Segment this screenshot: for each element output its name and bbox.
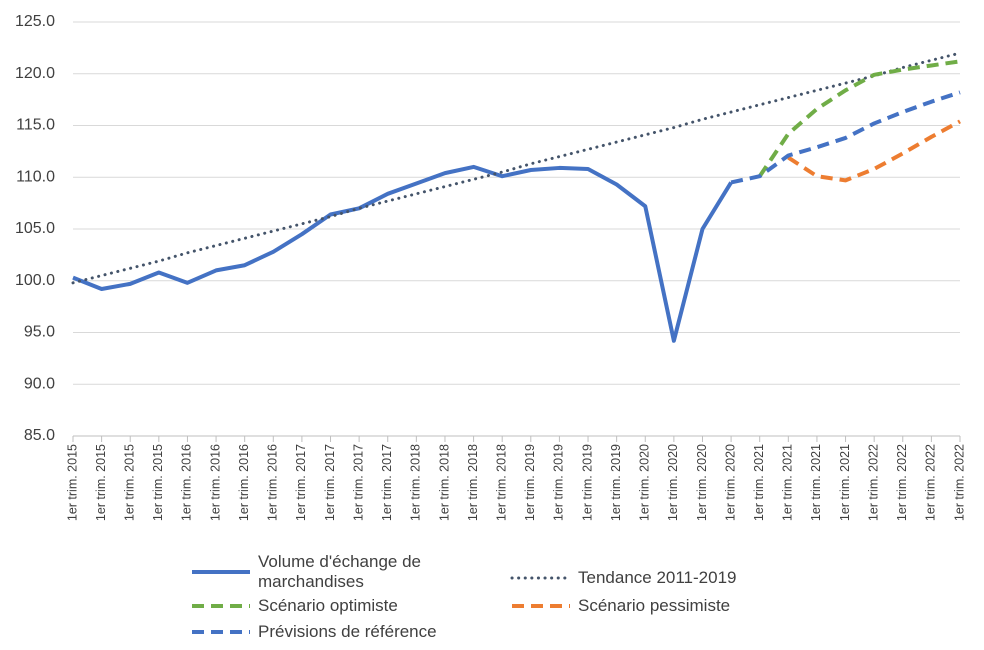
x-tick-label: 1er trim. 2022: [924, 444, 938, 521]
legend-item: Scénario optimiste: [190, 596, 560, 616]
x-tick-label: 1er trim. 2018: [409, 444, 423, 521]
x-tick-label: 1er trim. 2022: [895, 444, 909, 521]
series-line: [787, 119, 961, 183]
x-tick-label: 1er trim. 2021: [752, 444, 766, 521]
legend-label: Scénario optimiste: [258, 596, 398, 615]
x-tick-label: 1er trim. 2017: [323, 444, 337, 521]
x-tick-label: 1er trim. 2020: [666, 444, 680, 521]
series-line: [72, 164, 733, 343]
x-tick-label: 1er trim. 2020: [695, 444, 709, 521]
legend-label: Tendance 2011-2019: [578, 568, 737, 587]
legend-swatch: [192, 604, 250, 608]
x-tick-label: 1er trim. 2019: [609, 444, 623, 521]
series-line: [730, 90, 961, 185]
x-tick-label: 1er trim. 2015: [151, 444, 165, 521]
legend-label: Volume d'échange de marchandises: [258, 552, 421, 591]
x-tick-label: 1er trim. 2016: [266, 444, 280, 521]
series-line: [758, 59, 961, 178]
y-tick-label: 90.0: [24, 375, 55, 392]
y-tick-label: 105.0: [15, 220, 55, 237]
x-tick-label: 1er trim. 2019: [580, 444, 594, 521]
x-tick-label: 1er trim. 2019: [523, 444, 537, 521]
y-tick-label: 115.0: [16, 117, 55, 134]
x-tick-label: 1er trim. 2015: [65, 444, 79, 521]
x-tick-label: 1er trim. 2016: [208, 444, 222, 521]
y-tick-label: 85.0: [24, 427, 55, 444]
legend-swatch: [192, 630, 250, 634]
legend-item: Prévisions de référence: [190, 622, 560, 642]
legend-item: Tendance 2011-2019: [510, 568, 930, 588]
y-tick-label: 100.0: [15, 272, 55, 289]
x-tick-label: 1er trim. 2017: [351, 444, 365, 521]
x-tick-label: 1er trim. 2015: [94, 444, 108, 521]
y-tick-label: 120.0: [15, 65, 55, 82]
x-tick-label: 1er trim. 2022: [866, 444, 880, 521]
legend-swatch: [510, 576, 572, 580]
x-tick-label: 1er trim. 2021: [838, 444, 852, 521]
legend-label: Prévisions de référence: [258, 622, 437, 641]
x-tick-label: 1er trim. 2015: [123, 444, 137, 521]
y-tick-label: 125.0: [15, 13, 55, 30]
x-tick-label: 1er trim. 2016: [180, 444, 194, 521]
legend-swatch: [192, 570, 250, 574]
x-tick-label: 1er trim. 2020: [638, 444, 652, 521]
x-tick-label: 1er trim. 2021: [809, 444, 823, 521]
x-tick-label: 1er trim. 2022: [952, 444, 966, 521]
legend-item: Scénario pessimiste: [510, 596, 930, 616]
series-line: [71, 51, 962, 285]
x-tick-label: 1er trim. 2018: [466, 444, 480, 521]
legend-swatch: [512, 604, 570, 608]
x-tick-label: 1er trim. 2019: [552, 444, 566, 521]
x-tick-label: 1er trim. 2017: [380, 444, 394, 521]
y-tick-label: 110.0: [16, 168, 55, 185]
x-tick-label: 1er trim. 2021: [781, 444, 795, 521]
x-tick-label: 1er trim. 2020: [723, 444, 737, 521]
x-tick-label: 1er trim. 2018: [494, 444, 508, 521]
legend-label: Scénario pessimiste: [578, 596, 731, 615]
legend-item: Volume d'échange de marchandises: [190, 552, 458, 592]
y-tick-label: 95.0: [24, 324, 55, 341]
x-tick-label: 1er trim. 2016: [237, 444, 251, 521]
x-tick-label: 1er trim. 2018: [437, 444, 451, 521]
x-tick-label: 1er trim. 2017: [294, 444, 308, 521]
